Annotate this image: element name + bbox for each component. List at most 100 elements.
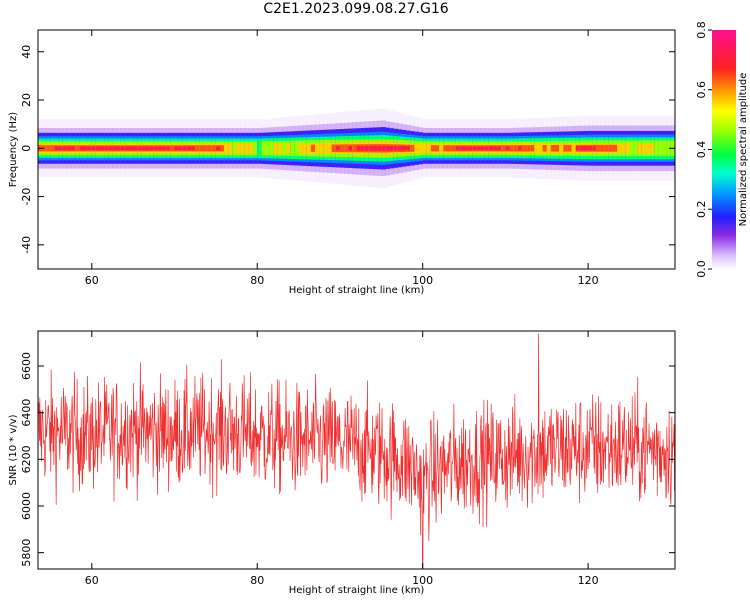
spectral-band-cell <box>87 146 93 151</box>
spectral-band-cell <box>546 143 552 154</box>
spectral-band-cell <box>327 142 332 154</box>
spectral-band-cell <box>83 146 88 151</box>
spectral-band-cell <box>273 143 279 154</box>
spectral-band-cell <box>100 146 105 151</box>
spectral-band-cell <box>253 141 258 156</box>
spectral-band-cell <box>141 146 146 151</box>
spectral-band-cell <box>195 145 200 152</box>
colorbar-tick-label: 0.4 <box>695 141 708 159</box>
spectral-band-cell <box>54 146 59 151</box>
snr-y-tick-label: 6600 <box>20 352 33 380</box>
spectral-band-cell <box>542 145 548 152</box>
spectral-band-cell <box>443 145 448 152</box>
spectrogram-y-tick-label: 40 <box>20 45 33 59</box>
snr-y-tick-label: 6200 <box>20 445 33 473</box>
spectrogram-panel: 60 80 100 120 40 20 0 -20 -40 Height of straight… <box>8 29 676 296</box>
spectral-band-cell <box>410 144 415 152</box>
colorbar-tick-label: 0.8 <box>695 21 708 39</box>
spectral-band-cell <box>451 145 457 152</box>
spectral-band-cell <box>228 143 233 153</box>
spectral-band-cell <box>447 145 452 152</box>
spectral-band-cell <box>232 141 237 156</box>
spectral-band-cell <box>42 145 47 152</box>
spectral-band-cell <box>277 143 283 154</box>
colorbar-tick-label: 0.0 <box>695 260 708 278</box>
spectral-band-cell <box>108 146 113 151</box>
spectral-band-cell <box>455 146 461 151</box>
spectral-band-cell <box>414 143 419 154</box>
spectral-band-cell <box>348 146 353 151</box>
spectral-band-cell <box>352 144 357 153</box>
spectral-band-cell <box>364 145 370 151</box>
spectral-band-cell <box>484 146 490 151</box>
spectral-band-cell <box>356 146 361 151</box>
spectral-band-cell <box>174 146 179 151</box>
spectral-band-cell <box>373 145 378 151</box>
spectral-band-cell <box>501 145 506 152</box>
spectrogram-ticks: 60 80 100 120 40 20 0 -20 -40 <box>20 30 675 287</box>
spectral-band-cell <box>240 143 246 153</box>
spectral-band-cell <box>439 143 444 153</box>
snr-x-axis-label: Height of straight line (km) <box>289 585 425 596</box>
snr-frame <box>37 330 676 570</box>
spectral-band-cell <box>104 146 109 151</box>
spectral-band-cell <box>182 146 188 151</box>
spectral-band-cell <box>46 145 51 152</box>
spectral-band-cell <box>567 144 572 152</box>
spectral-band-cell <box>658 140 663 157</box>
spectral-band-cell <box>315 142 320 154</box>
spectral-band-cell <box>393 146 399 151</box>
spectral-band-cell <box>662 140 668 157</box>
spectral-band-cell <box>368 145 374 151</box>
spectral-band-cell <box>666 140 672 157</box>
spectral-band-cell <box>170 145 175 152</box>
spectrogram-y-tick-label: -20 <box>20 188 33 206</box>
spectral-band-cell <box>298 143 304 154</box>
spectral-band-cell <box>335 146 341 151</box>
spectrogram-y-tick-label: -40 <box>20 236 33 254</box>
spectral-band-cell <box>302 143 308 154</box>
spectral-band-cell <box>215 146 221 151</box>
snr-panel: 60 80 100 120 6600 6400 6200 6000 5800 Height of… <box>8 330 676 596</box>
spectral-band-cell <box>377 145 382 151</box>
spectral-band-cell <box>286 143 291 154</box>
spectral-band-cell <box>422 143 428 153</box>
spectral-band-cell <box>650 143 655 154</box>
snr-ticks: 60 80 100 120 6600 6400 6200 6000 5800 <box>20 331 675 587</box>
spectral-band-cell <box>244 143 250 153</box>
spectral-band-cell <box>621 143 626 154</box>
spectral-band-cell <box>306 142 312 154</box>
snr-x-tick-label: 100 <box>412 574 433 587</box>
snr-x-tick-label: 60 <box>85 574 99 587</box>
spectral-band-cell <box>50 145 55 152</box>
spectrogram-x-tick-label: 60 <box>85 274 99 287</box>
snr-y-axis-label: SNR (10 * v/v) <box>8 414 19 485</box>
spectral-band-cell <box>534 143 539 154</box>
snr-x-tick-label: 120 <box>578 574 599 587</box>
spectral-band-cell <box>166 146 171 151</box>
spectral-band-cell <box>550 144 556 152</box>
spectral-band-cell <box>559 143 564 154</box>
spectral-band-cell <box>468 146 473 151</box>
spectral-band-cell <box>153 146 159 151</box>
chart-title: C2E1.2023.099.08.27.G16 <box>263 1 449 17</box>
spectral-band-cell <box>236 143 241 153</box>
spectral-band-cell <box>641 143 647 154</box>
spectral-band-cell <box>476 146 481 151</box>
spectral-band-cell <box>612 144 618 152</box>
spectral-band-cell <box>129 146 134 151</box>
spectral-band-cell <box>629 140 634 157</box>
spectral-band-cell <box>199 145 204 152</box>
spectrogram-y-tick-label: 0 <box>20 145 33 152</box>
spectral-band-cell <box>311 144 316 152</box>
spectral-band-cell <box>459 146 465 151</box>
spectral-band-cell <box>339 144 345 153</box>
spectral-band-cell <box>124 146 130 151</box>
spectral-band-cell <box>157 146 163 151</box>
spectral-band-cell <box>319 142 324 154</box>
spectral-band-cell <box>435 145 440 152</box>
spectral-band-cell <box>191 146 196 151</box>
spectrogram-x-tick-label: 100 <box>412 274 433 287</box>
spectral-band-cell <box>323 142 328 154</box>
